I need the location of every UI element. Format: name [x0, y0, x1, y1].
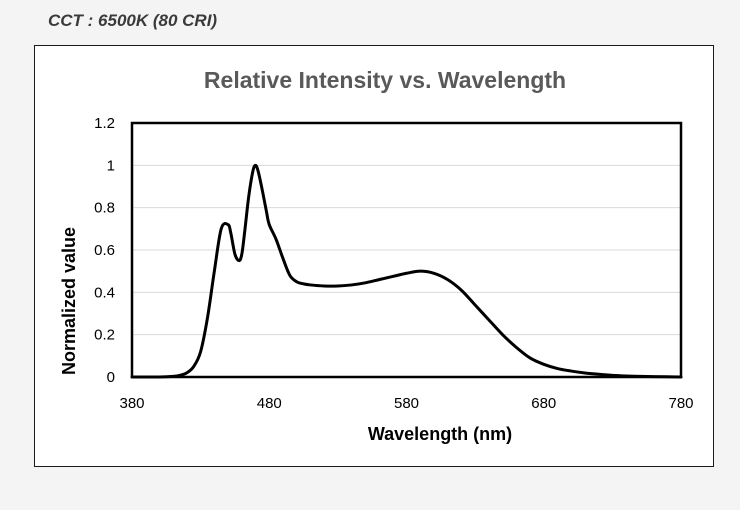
y-tick-label: 0.2	[94, 327, 115, 344]
spectrum-chart: Relative Intensity vs. Wavelength 0 0.2 0.…	[59, 67, 694, 444]
y-tick-label: 1.2	[94, 115, 115, 132]
y-tick-label: 0	[107, 369, 115, 386]
chart-title: Relative Intensity vs. Wavelength	[204, 67, 566, 93]
y-tick-label: 1	[107, 157, 115, 174]
x-tick-label: 580	[394, 395, 419, 412]
gridlines	[132, 164, 681, 336]
y-tick-label: 0.8	[94, 200, 115, 217]
y-tick-label: 0.4	[94, 284, 115, 301]
x-tick-label: 380	[119, 395, 144, 412]
cct-caption: CCT : 6500K (80 CRI)	[48, 11, 218, 30]
x-tick-label: 680	[531, 395, 556, 412]
y-axis-label: Normalized value	[59, 227, 79, 375]
chart-frame: Relative Intensity vs. Wavelength 0 0.2 0.…	[34, 45, 714, 467]
x-axis-label: Wavelength (nm)	[368, 424, 512, 444]
plot-area-border	[130, 121, 683, 379]
spectrum-series-line	[130, 163, 683, 379]
x-axis-ticks: 380 480 580 680 780	[119, 395, 693, 412]
y-tick-label: 0.6	[94, 242, 115, 259]
x-tick-label: 780	[668, 395, 693, 412]
y-axis-ticks: 0 0.2 0.4 0.6 0.8 1 1.2	[94, 115, 115, 386]
x-tick-label: 480	[257, 395, 282, 412]
